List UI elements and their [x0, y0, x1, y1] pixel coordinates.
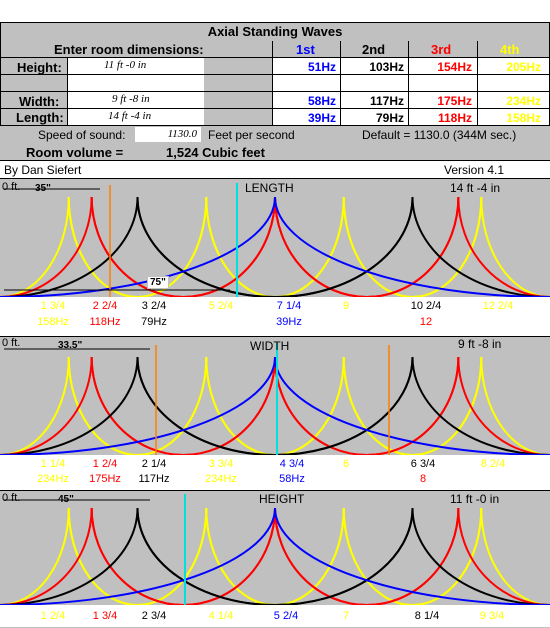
- width-harmonic-2-arc: [138, 357, 413, 455]
- length-harmonic-1-arc: [275, 197, 550, 297]
- node-position-label: 3 3/4: [204, 458, 238, 470]
- width-harmonic-1-arc: [0, 357, 275, 455]
- length-start-label: 0 ft.: [2, 181, 20, 193]
- length-marker-bottom-label: 75": [147, 276, 169, 289]
- node-frequency-label: 39Hz: [270, 316, 308, 328]
- height-harmonic-1-arc: [0, 508, 275, 605]
- node-position-label: 12 2/4: [481, 300, 515, 312]
- node-position-label: 4 1/4: [204, 610, 238, 622]
- node-position-label: 5 2/4: [269, 610, 303, 622]
- width-harmonic-4-arc: [206, 357, 344, 455]
- width-harmonic-4-arc: [206, 357, 344, 455]
- height-start-label: 0 ft.: [2, 492, 20, 504]
- length-harmonic-4-arc: [344, 197, 482, 297]
- node-frequency-label: 234Hz: [202, 473, 240, 485]
- length-harmonic-4-arc: [481, 197, 550, 297]
- node-position-label: 6 3/4: [406, 458, 440, 470]
- height-harmonic-2-arc: [138, 508, 413, 605]
- node-position-label: 1 1/4: [36, 458, 70, 470]
- width-harmonic-4-arc: [344, 357, 482, 455]
- length-harmonic-4-arc: [0, 197, 69, 297]
- node-position-label: 3 2/4: [137, 300, 171, 312]
- width-end-label: 9 ft -8 in: [458, 337, 501, 351]
- node-frequency-label: 8: [404, 473, 442, 485]
- node-frequency-label: 117Hz: [135, 473, 173, 485]
- node-frequency-label: 175Hz: [86, 473, 124, 485]
- node-position-label: 7 1/4: [272, 300, 306, 312]
- length-harmonic-2-arc: [138, 197, 413, 297]
- length-harmonic-4-arc: [344, 197, 482, 297]
- length-harmonic-1-arc: [0, 197, 275, 297]
- node-position-label: 8 2/4: [476, 458, 510, 470]
- height-harmonic-4-arc: [0, 508, 69, 605]
- height-harmonic-4-arc: [206, 508, 344, 605]
- length-marker-top-label: 35": [35, 183, 51, 194]
- length-harmonic-4-arc: [206, 197, 344, 297]
- node-position-label: 6: [329, 458, 363, 470]
- height-harmonic-2-arc: [138, 508, 413, 605]
- width-harmonic-2-arc: [138, 357, 413, 455]
- width-marker-top-label: 33.5": [58, 340, 82, 351]
- width-harmonic-4-arc: [69, 357, 207, 455]
- length-harmonic-4-arc: [206, 197, 344, 297]
- node-position-label: 1 2/4: [88, 458, 122, 470]
- node-position-label: 2 1/4: [137, 458, 171, 470]
- height-title: HEIGHT: [259, 492, 304, 506]
- node-position-label: 7: [329, 610, 363, 622]
- width-harmonic-4-arc: [69, 357, 207, 455]
- length-harmonic-4-arc: [69, 197, 207, 297]
- height-harmonic-4-arc: [344, 508, 482, 605]
- height-marker-top-label: 45": [58, 494, 74, 505]
- height-harmonic-4-arc: [481, 508, 550, 605]
- length-harmonic-2-arc: [138, 197, 413, 297]
- width-harmonic-4-arc: [344, 357, 482, 455]
- node-position-label: 1 3/4: [36, 300, 70, 312]
- node-frequency-label: 118Hz: [86, 316, 124, 328]
- length-title: LENGTH: [245, 181, 294, 195]
- node-frequency-label: 12: [407, 316, 445, 328]
- node-position-label: 10 2/4: [409, 300, 443, 312]
- height-harmonic-4-arc: [344, 508, 482, 605]
- node-frequency-label: 158Hz: [34, 316, 72, 328]
- length-end-label: 14 ft -4 in: [450, 181, 500, 195]
- node-position-label: 1 2/4: [36, 610, 70, 622]
- width-title: WIDTH: [250, 339, 289, 353]
- node-position-label: 5 2/4: [204, 300, 238, 312]
- width-harmonic-1-arc: [275, 357, 550, 455]
- node-position-label: 4 3/4: [275, 458, 309, 470]
- width-harmonic-4-arc: [0, 357, 69, 455]
- node-position-label: 9: [329, 300, 363, 312]
- width-start-label: 0 ft.: [2, 337, 20, 349]
- length-harmonic-4-arc: [69, 197, 207, 297]
- node-position-label: 9 3/4: [475, 610, 509, 622]
- height-harmonic-4-arc: [206, 508, 344, 605]
- node-position-label: 8 1/4: [410, 610, 444, 622]
- height-end-label: 11 ft -0 in: [450, 492, 499, 506]
- node-frequency-label: 234Hz: [34, 473, 72, 485]
- width-harmonic-4-arc: [481, 357, 550, 455]
- node-frequency-label: 79Hz: [135, 316, 173, 328]
- node-position-label: 2 2/4: [88, 300, 122, 312]
- node-position-label: 2 3/4: [137, 610, 171, 622]
- height-harmonic-1-arc: [275, 508, 550, 605]
- node-position-label: 1 3/4: [88, 610, 122, 622]
- node-frequency-label: 58Hz: [273, 473, 311, 485]
